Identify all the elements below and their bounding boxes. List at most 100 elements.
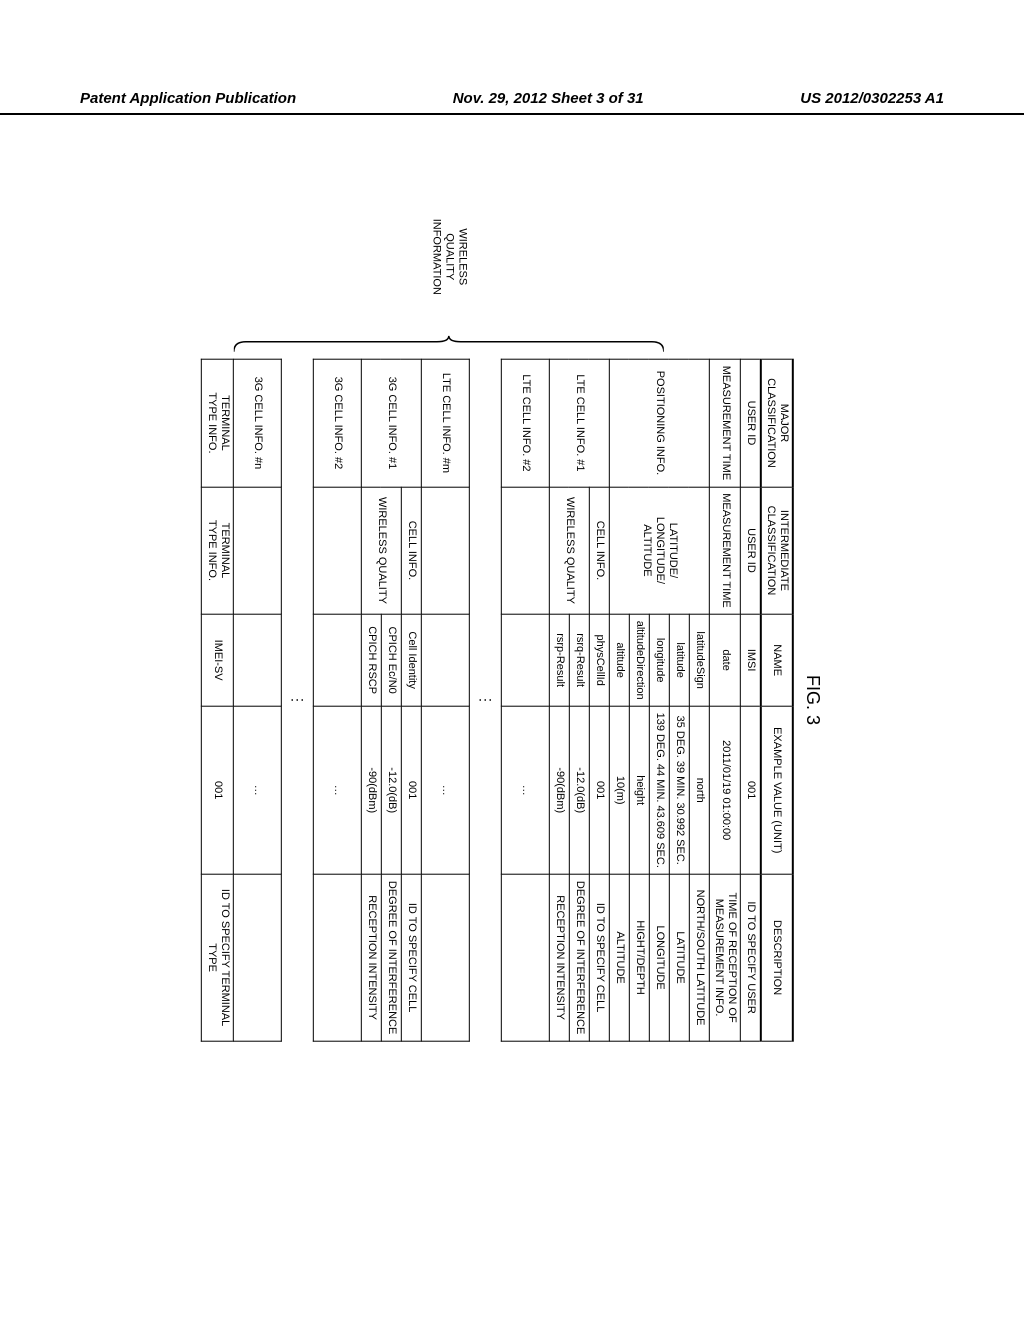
table-row: MEASUREMENT TIMEMEASUREMENT TIMEdate2011… <box>709 359 740 1041</box>
cell-example: 139 DEG. 44 MIN. 43.609 SEC. <box>649 706 669 874</box>
cell-intermediate: CELL INFO. <box>401 487 421 615</box>
table-row: TERMINALTYPE INFO.TERMINALTYPE INFO.IMEI… <box>202 359 233 1041</box>
header-right: US 2012/0302253 A1 <box>800 90 944 107</box>
cell-example: 001 <box>589 706 609 874</box>
cell-name: rsrp-Result <box>549 614 569 706</box>
cell-major: TERMINALTYPE INFO. <box>202 359 233 487</box>
cell-example: … <box>313 706 361 874</box>
cell-intermediate: MEASUREMENT TIME <box>709 487 740 615</box>
cell-name <box>233 614 281 706</box>
cell-example: -90(dBm) <box>549 706 569 874</box>
cell-description <box>501 874 549 1040</box>
cell-description: LONGITUDE <box>649 874 669 1040</box>
cell-name <box>313 614 361 706</box>
col-major: MAJORCLASSIFICATION <box>760 359 792 487</box>
cell-name: latitudeSign <box>689 614 709 706</box>
cell-intermediate: CELL INFO. <box>589 487 609 615</box>
cell-name: latitude <box>669 614 689 706</box>
cell-description: RECEPTION INTENSITY <box>549 874 569 1040</box>
header-left: Patent Application Publication <box>80 90 296 107</box>
cell-name: altitudeDirection <box>629 614 649 706</box>
cell-description: ID TO SPECIFY TERMINALTYPE <box>202 874 233 1040</box>
cell-intermediate: TERMINALTYPE INFO. <box>202 487 233 615</box>
col-intermediate: INTERMEDIATECLASSIFICATION <box>760 487 792 615</box>
cell-example: height <box>629 706 649 874</box>
cell-example: -90(dBm) <box>361 706 381 874</box>
cell-example: -12.0(dB) <box>381 706 401 874</box>
cell-description: ID TO SPECIFY USER <box>740 874 760 1040</box>
cell-name: physCellId <box>589 614 609 706</box>
vertical-dots: ⋮ <box>281 359 313 1041</box>
table-row: LTE CELL INFO. #m … <box>421 359 469 1041</box>
cell-intermediate: WIRELESS QUALITY <box>361 487 401 615</box>
cell-example: 001 <box>202 706 233 874</box>
table-row: USER IDUSER IDIMSI001ID TO SPECIFY USER <box>740 359 760 1041</box>
cell-example: 10(m) <box>609 706 629 874</box>
brace-group: WIRELESSQUALITYINFORMATION <box>234 249 664 354</box>
cell-major: LTE CELL INFO. #2 <box>501 359 549 487</box>
cell-major: 3G CELL INFO. #2 <box>313 359 361 487</box>
cell-example: … <box>421 706 469 874</box>
cell-name: IMEI-SV <box>202 614 233 706</box>
vertical-dots: ⋮ <box>469 359 501 1041</box>
cell-major: POSITIONING INFO. <box>609 359 709 487</box>
cell-intermediate: WIRELESS QUALITY <box>549 487 589 615</box>
cell-description: DEGREE OF INTERFERENCE <box>569 874 589 1040</box>
cell-description: TIME OF RECEPTION OFMEASUREMENT INFO. <box>709 874 740 1040</box>
cell-example: … <box>233 706 281 874</box>
cell-description: DEGREE OF INTERFERENCE <box>381 874 401 1040</box>
cell-description <box>313 874 361 1040</box>
cell-name <box>421 614 469 706</box>
table-row: ⋮ <box>469 359 501 1041</box>
col-name: NAME <box>760 614 792 706</box>
cell-name: Cell Identity <box>401 614 421 706</box>
table-row: 3G CELL INFO. #n … <box>233 359 281 1041</box>
cell-description: ID TO SPECIFY CELL <box>589 874 609 1040</box>
cell-intermediate <box>233 487 281 615</box>
cell-intermediate <box>501 487 549 615</box>
table-body: USER IDUSER IDIMSI001ID TO SPECIFY USERM… <box>202 359 761 1041</box>
cell-name: longitude <box>649 614 669 706</box>
cell-intermediate: USER ID <box>740 487 760 615</box>
cell-description: RECEPTION INTENSITY <box>361 874 381 1040</box>
figure-stage: FIG. 3 WIRELESSQUALITYINFORMATION MAJORC… <box>201 359 823 1042</box>
cell-intermediate <box>313 487 361 615</box>
header-center: Nov. 29, 2012 Sheet 3 of 31 <box>453 90 644 107</box>
brace-icon <box>234 336 664 354</box>
cell-description: LATITUDE <box>669 874 689 1040</box>
cell-name: CPICH Ec/N0 <box>381 614 401 706</box>
cell-example: -12.0(dB) <box>569 706 589 874</box>
table-row: POSITIONING INFO.LATITUDE/LONGITUDE/ALTI… <box>689 359 709 1041</box>
table-row: 3G CELL INFO. #1CELL INFO.Cell Identity0… <box>401 359 421 1041</box>
cell-major: 3G CELL INFO. #n <box>233 359 281 487</box>
cell-description: ID TO SPECIFY CELL <box>401 874 421 1040</box>
cell-major: USER ID <box>740 359 760 487</box>
page-header: Patent Application Publication Nov. 29, … <box>0 90 1024 115</box>
figure-label: FIG. 3 <box>802 359 823 1042</box>
table-row: ⋮ <box>281 359 313 1041</box>
cell-name: date <box>709 614 740 706</box>
col-description: DESCRIPTION <box>760 874 792 1040</box>
cell-name <box>501 614 549 706</box>
cell-name: rsrq-Result <box>569 614 589 706</box>
cell-example: 2011/01/19 01:00:00 <box>709 706 740 874</box>
cell-major: LTE CELL INFO. #m <box>421 359 469 487</box>
cell-example: 001 <box>740 706 760 874</box>
cell-name: altitude <box>609 614 629 706</box>
table-row: 3G CELL INFO. #2 … <box>313 359 361 1041</box>
table-row: LTE CELL INFO. #1CELL INFO.physCellId001… <box>589 359 609 1041</box>
data-table: MAJORCLASSIFICATION INTERMEDIATECLASSIFI… <box>201 359 794 1042</box>
brace-label: WIRELESSQUALITYINFORMATION <box>429 219 469 295</box>
col-example: EXAMPLE VALUE (UNIT) <box>760 706 792 874</box>
table-header-row: MAJORCLASSIFICATION INTERMEDIATECLASSIFI… <box>760 359 792 1041</box>
cell-example: north <box>689 706 709 874</box>
table-row: LTE CELL INFO. #2… <box>501 359 549 1041</box>
cell-description <box>421 874 469 1040</box>
cell-name: IMSI <box>740 614 760 706</box>
cell-major: LTE CELL INFO. #1 <box>549 359 609 487</box>
cell-description <box>233 874 281 1040</box>
cell-intermediate: LATITUDE/LONGITUDE/ALTITUDE <box>609 487 709 615</box>
cell-name: CPICH RSCP <box>361 614 381 706</box>
cell-intermediate <box>421 487 469 615</box>
cell-description: ALTITUDE <box>609 874 629 1040</box>
